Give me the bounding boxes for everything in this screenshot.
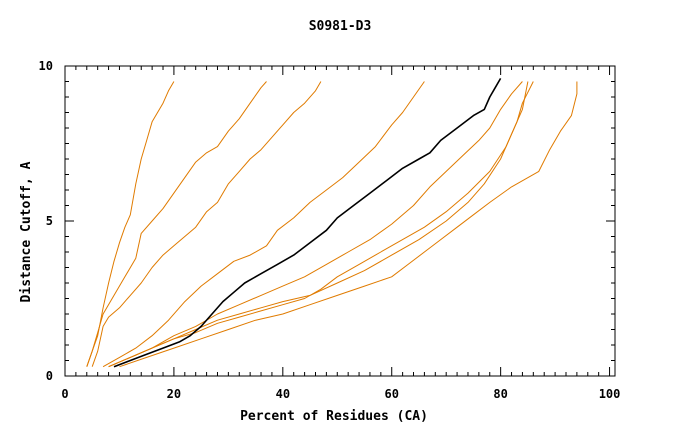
- series-line-model-3: [91, 81, 322, 367]
- series-line-model-8: [119, 81, 578, 368]
- x-tick-label: 0: [61, 387, 68, 401]
- y-axis-label: Distance Cutoff, A: [19, 161, 34, 302]
- y-tick-label: 10: [39, 59, 53, 73]
- x-axis-label: Percent of Residues (CA): [240, 409, 428, 424]
- y-tick-label: 5: [46, 214, 53, 228]
- series-group: [86, 77, 578, 368]
- series-line-model-5: [108, 81, 523, 368]
- x-tick-label: 80: [493, 387, 507, 401]
- series-line-model-7: [108, 81, 534, 368]
- series-line-model-4: [102, 81, 425, 368]
- axis-ticks: 0 20 40 60 80 100 0 5 10: [39, 59, 621, 401]
- series-line-model-6: [108, 81, 529, 368]
- y-tick-label: 0: [46, 369, 53, 383]
- series-line-highlighted: [113, 77, 502, 368]
- x-tick-label: 100: [599, 387, 621, 401]
- chart-title: S0981-D3: [309, 19, 372, 34]
- series-line-model-2: [86, 81, 267, 367]
- x-tick-label: 60: [385, 387, 399, 401]
- x-tick-label: 20: [167, 387, 181, 401]
- plot-area-frame: [64, 65, 616, 377]
- x-tick-label: 40: [276, 387, 290, 401]
